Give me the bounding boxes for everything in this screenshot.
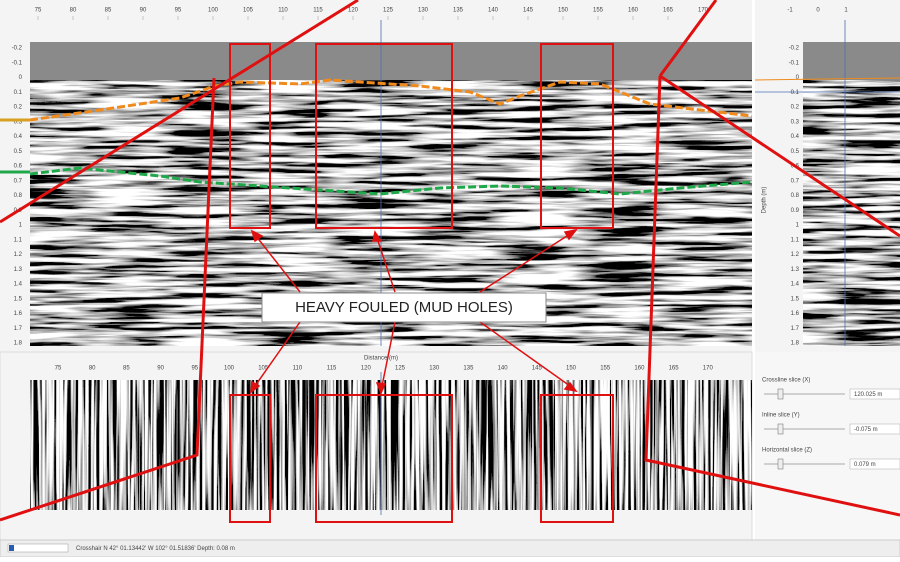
side-depth-tick-label: 0.2 — [791, 105, 800, 111]
side-depth-tick-label: 0.4 — [791, 134, 800, 140]
bottom-tick-label: 120 — [361, 366, 372, 372]
bottom-tick-label: 155 — [600, 366, 611, 372]
depth-tick-label: 0.8 — [14, 193, 23, 199]
control-label: Crossline slice (X) — [762, 378, 810, 384]
annotation-text: HEAVY FOULED (MUD HOLES) — [295, 299, 513, 316]
slice-radargram — [30, 380, 752, 510]
side-depth-tick-label: 1.6 — [791, 311, 800, 317]
top-tick-label: 75 — [35, 8, 42, 14]
side-depth-tick-label: 0.3 — [791, 119, 800, 125]
top-tick-label: 110 — [278, 8, 288, 14]
bottom-tick-label: 85 — [123, 366, 130, 372]
top-tick-label: 135 — [453, 8, 464, 14]
side-tick-label: -1 — [787, 8, 793, 14]
side-depth-tick-label: 1.5 — [791, 296, 800, 302]
control-value: -0.075 m — [854, 427, 878, 433]
slider-thumb[interactable] — [778, 459, 783, 469]
depth-tick-label: 1.4 — [14, 282, 23, 288]
top-tick-label: 100 — [208, 8, 219, 14]
bottom-tick-label: 165 — [669, 366, 680, 372]
side-radargram — [803, 80, 900, 346]
side-depth-tick-label: 0.7 — [791, 178, 800, 184]
top-tick-label: 150 — [558, 8, 569, 14]
control-label: Horizontal slice (Z) — [762, 448, 812, 454]
top-tick-label: 160 — [628, 8, 639, 14]
progress — [8, 544, 68, 552]
side-depth-tick-label: 1.8 — [791, 341, 800, 347]
top-tick-label: 155 — [593, 8, 604, 14]
top-tick-label: 85 — [105, 8, 112, 14]
bottom-tick-label: 75 — [55, 366, 62, 372]
air-band — [30, 42, 752, 80]
top-tick-label: 145 — [523, 8, 534, 14]
top-tick-label: 105 — [243, 8, 254, 14]
control-value: 0.079 m — [854, 462, 876, 468]
bottom-tick-label: 150 — [566, 366, 577, 372]
depth-tick-label: 1.1 — [14, 237, 23, 243]
depth-tick-label: 0.6 — [14, 164, 23, 170]
top-tick-label: 125 — [383, 8, 394, 14]
top-tick-label: 120 — [348, 8, 359, 14]
bottom-tick-label: 125 — [395, 366, 406, 372]
side-air-band — [803, 42, 900, 80]
gpr-window: Depth (m) Distance (m) Crossline slice (… — [0, 0, 900, 557]
top-tick-label: 140 — [488, 8, 499, 14]
top-tick-label: 80 — [70, 8, 77, 14]
status-text: Crosshair N 42° 01.13442' W 102° 01.5183… — [76, 546, 235, 552]
bottom-tick-label: 140 — [498, 366, 509, 372]
side-depth-tick-label: 1.4 — [791, 282, 800, 288]
bottom-tick-label: 160 — [634, 366, 645, 372]
control-value: 120.025 m — [854, 392, 882, 398]
depth-tick-label: -0.1 — [12, 60, 23, 66]
depth-tick-label: 1.3 — [14, 267, 23, 273]
side-depth-tick-label: 1.3 — [791, 267, 800, 273]
side-depth-tick-label: 0.5 — [791, 149, 800, 155]
distance-label: Distance (m) — [364, 356, 398, 362]
progress-fill — [9, 545, 14, 551]
depth-tick-label: 1.8 — [14, 341, 23, 347]
bottom-tick-label: 135 — [463, 366, 474, 372]
depth-tick-label: 1.5 — [14, 296, 23, 302]
depth-tick-label: 1.7 — [14, 326, 23, 332]
bottom-tick-label: 100 — [224, 366, 235, 372]
depth-tick-label: -0.2 — [12, 46, 23, 52]
top-tick-label: 90 — [140, 8, 147, 14]
depth-tick-label: 1.2 — [14, 252, 23, 258]
depth-tick-label: 0.2 — [14, 105, 23, 111]
control-label: Inline slice (Y) — [762, 413, 800, 419]
bottom-tick-label: 170 — [703, 366, 714, 372]
bottom-tick-label: 95 — [191, 366, 198, 372]
side-depth-tick-label: 1.2 — [791, 252, 800, 258]
depth-tick-label: 1.6 — [14, 311, 23, 317]
top-tick-label: 95 — [175, 8, 182, 14]
side-depth-tick-label: 1.1 — [791, 237, 800, 243]
depth-tick-label: 0.1 — [14, 90, 23, 96]
side-depth-tick-label: 0.9 — [791, 208, 800, 214]
bottom-tick-label: 90 — [157, 366, 164, 372]
bottom-tick-label: 110 — [293, 366, 303, 372]
depth-label: Depth (m) — [762, 187, 768, 214]
depth-tick-label: 0.4 — [14, 134, 23, 140]
depth-tick-label: 0.7 — [14, 178, 23, 184]
top-tick-label: 115 — [313, 8, 323, 14]
top-tick-label: 165 — [663, 8, 674, 14]
side-depth-tick-label: 0.1 — [791, 90, 800, 96]
side-depth-tick-label: 1.7 — [791, 326, 800, 332]
bottom-tick-label: 80 — [89, 366, 96, 372]
side-depth-tick-label: -0.1 — [789, 60, 800, 66]
bottom-tick-label: 145 — [532, 366, 543, 372]
side-depth-tick-label: 0.8 — [791, 193, 800, 199]
slider-thumb[interactable] — [778, 424, 783, 434]
slider-thumb[interactable] — [778, 389, 783, 399]
bottom-tick-label: 130 — [429, 366, 440, 372]
side-depth-tick-label: -0.2 — [789, 46, 800, 52]
top-tick-label: 130 — [418, 8, 429, 14]
depth-tick-label: 0.5 — [14, 149, 23, 155]
bottom-tick-label: 115 — [327, 366, 337, 372]
